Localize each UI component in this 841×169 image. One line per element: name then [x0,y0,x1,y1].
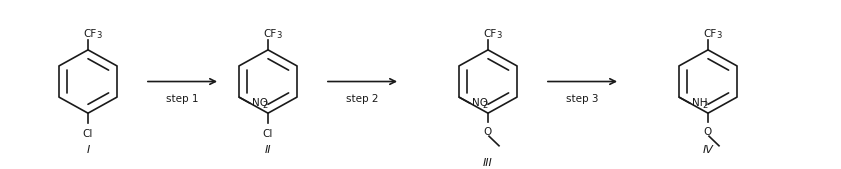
Text: Cl: Cl [262,129,273,139]
Text: CF: CF [484,29,497,39]
Text: 2: 2 [263,101,268,110]
Text: IV: IV [702,145,713,155]
Text: O: O [704,127,712,137]
Text: 2: 2 [483,101,488,110]
Text: NO: NO [472,98,488,108]
Text: II: II [265,145,272,155]
Text: NO: NO [251,98,267,108]
Text: CF: CF [263,29,277,39]
Text: step 3: step 3 [566,94,599,104]
Text: III: III [483,158,493,168]
Text: 3: 3 [96,31,102,40]
Text: 3: 3 [496,31,501,40]
Text: Cl: Cl [82,129,93,139]
Text: CF: CF [83,29,97,39]
Text: I: I [87,145,90,155]
Text: NH: NH [692,98,707,108]
Text: 2: 2 [703,101,708,110]
Text: 3: 3 [276,31,282,40]
Text: CF: CF [703,29,717,39]
Text: step 2: step 2 [346,94,378,104]
Text: step 1: step 1 [167,94,198,104]
Text: 3: 3 [716,31,722,40]
Text: O: O [484,127,492,137]
